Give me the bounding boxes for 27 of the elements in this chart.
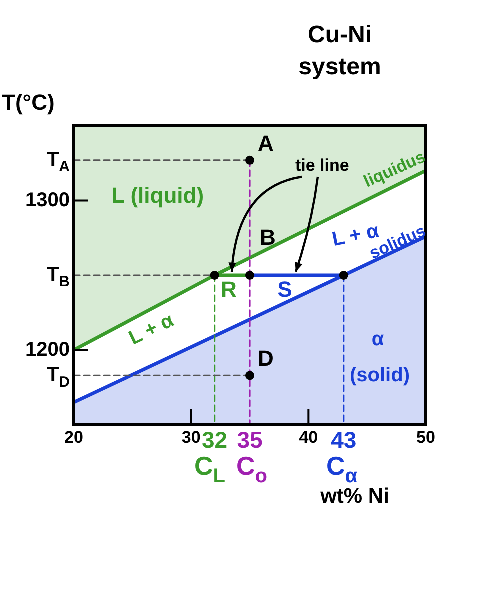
point (210, 271, 220, 280)
x-tick-label: 30 (182, 428, 201, 447)
annotation: L + α (126, 309, 178, 350)
annotation: S (278, 277, 292, 302)
x-tick-label: 50 (416, 428, 436, 447)
x-tick-label: 35 (237, 427, 263, 454)
chart-title: Cu-Ni system (298, 22, 382, 81)
point (246, 271, 254, 280)
y-tick-label: 1200 (26, 338, 70, 361)
annotation: D (258, 346, 274, 372)
x-tick-label: 40 (299, 428, 318, 447)
annotation: (solid) (350, 364, 410, 387)
annotation: A (258, 131, 274, 156)
annotation: tie line (295, 156, 350, 176)
x-axis-title: wt% Ni (320, 484, 390, 508)
x-tick-label: 20 (64, 428, 84, 447)
x-tick-label: 32 (202, 427, 228, 454)
annotation: R (221, 277, 238, 302)
y-axis-title: T(°C) (2, 90, 55, 116)
point (246, 371, 254, 380)
y-tick-label: 1300 (26, 189, 70, 212)
point (339, 271, 348, 280)
annotation: L (liquid) (112, 183, 204, 208)
annotation: B (260, 225, 276, 250)
point (246, 156, 254, 165)
annotation: α (372, 328, 385, 351)
x-tick-label: 43 (331, 427, 357, 454)
